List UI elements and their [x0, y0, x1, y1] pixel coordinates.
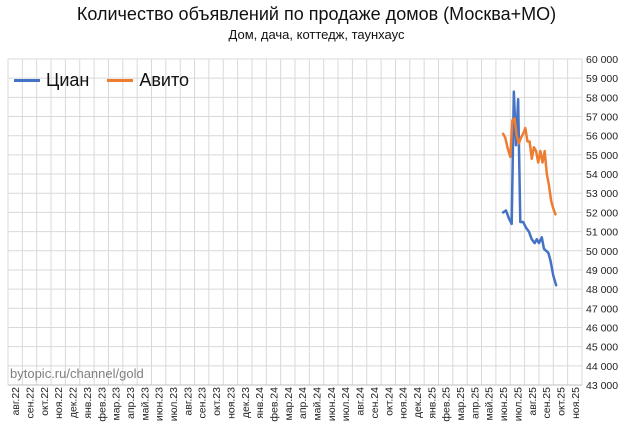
x-tick-label: янв.25	[426, 387, 438, 419]
x-tick-label: июн.23	[154, 387, 166, 421]
legend-item-cian: Циан	[14, 70, 89, 91]
x-tick-label: авг.25	[527, 387, 539, 416]
x-tick-label: ноя.25	[570, 387, 582, 419]
chart-title: Количество объявлений по продаже домов (…	[76, 4, 557, 24]
x-tick-label: июл.24	[340, 387, 352, 421]
y-tick-label: 45 000	[586, 342, 618, 354]
y-tick-label: 56 000	[586, 131, 618, 143]
x-tick-label: фев.24	[268, 387, 280, 422]
y-tick-label: 49 000	[586, 265, 618, 277]
x-tick-label: окт.23	[211, 387, 223, 416]
chart-subtitle: Дом, дача, коттедж, таунхаус	[228, 27, 405, 42]
x-tick-label: июн.24	[326, 387, 338, 421]
y-tick-label: 44 000	[586, 361, 618, 373]
series-line-Циан	[501, 90, 558, 287]
x-tick-label: дек.23	[240, 387, 252, 418]
y-tick-label: 57 000	[586, 112, 618, 124]
x-tick-label: май.25	[484, 387, 496, 421]
legend-label-avito: Авито	[139, 70, 190, 90]
x-tick-label: ноя.24	[398, 387, 410, 419]
x-tick-label: июл.23	[168, 387, 180, 421]
y-tick-label: 47 000	[586, 303, 618, 315]
x-tick-label: янв.23	[82, 387, 94, 419]
y-tick-label: 54 000	[586, 169, 618, 181]
x-tick-label: дек.24	[412, 387, 424, 418]
y-tick-label: 58 000	[586, 92, 618, 104]
legend-item-avito: Авито	[107, 70, 189, 91]
y-tick-label: 60 000	[586, 54, 618, 66]
x-tick-label: мар.24	[283, 387, 295, 421]
y-tick-label: 43 000	[586, 380, 618, 392]
y-tick-label: 51 000	[586, 227, 618, 239]
legend-swatch-avito	[107, 79, 134, 82]
x-tick-label: апр.25	[469, 387, 481, 419]
y-tick-label: 46 000	[586, 322, 618, 334]
x-tick-label: сен.23	[197, 387, 209, 419]
legend-label-cian: Циан	[46, 70, 90, 90]
x-tick-label: сен.24	[369, 387, 381, 419]
x-tick-label: мар.25	[455, 387, 467, 421]
x-tick-label: окт.24	[383, 387, 395, 416]
x-tick-label: окт.22	[39, 387, 51, 416]
x-tick-label: ноя.23	[225, 387, 237, 419]
x-tick-label: дек.22	[68, 387, 80, 418]
y-tick-label: 52 000	[586, 207, 618, 219]
x-tick-label: май.24	[312, 387, 324, 421]
y-tick-label: 48 000	[586, 284, 618, 296]
x-tick-label: мар.23	[111, 387, 123, 421]
y-tick-label: 53 000	[586, 188, 618, 200]
y-tick-label: 59 000	[586, 73, 618, 85]
x-tick-label: июл.25	[512, 387, 524, 421]
x-tick-label: сен.22	[25, 387, 37, 419]
x-tick-label: сен.25	[541, 387, 553, 419]
x-tick-label: ноя.22	[53, 387, 65, 419]
x-tick-label: авг.23	[182, 387, 194, 416]
x-tick-label: апр.24	[297, 387, 309, 419]
series-line-Авито	[501, 117, 557, 216]
x-tick-label: май.23	[139, 387, 151, 421]
watermark: bytopic.ru/channel/gold	[10, 366, 144, 381]
y-tick-label: 55 000	[586, 150, 618, 162]
x-tick-label: авг.24	[355, 387, 367, 416]
legend-swatch-cian	[14, 79, 40, 82]
x-tick-label: апр.23	[125, 387, 137, 419]
x-tick-label: янв.24	[254, 387, 266, 419]
x-tick-label: авг.22	[10, 387, 22, 416]
x-tick-label: фев.25	[441, 387, 453, 422]
legend: Циан Авито	[14, 70, 207, 91]
y-tick-label: 50 000	[586, 246, 618, 258]
x-tick-label: июн.25	[498, 387, 510, 421]
x-tick-label: окт.25	[555, 387, 567, 416]
x-tick-label: фев.23	[96, 387, 108, 422]
